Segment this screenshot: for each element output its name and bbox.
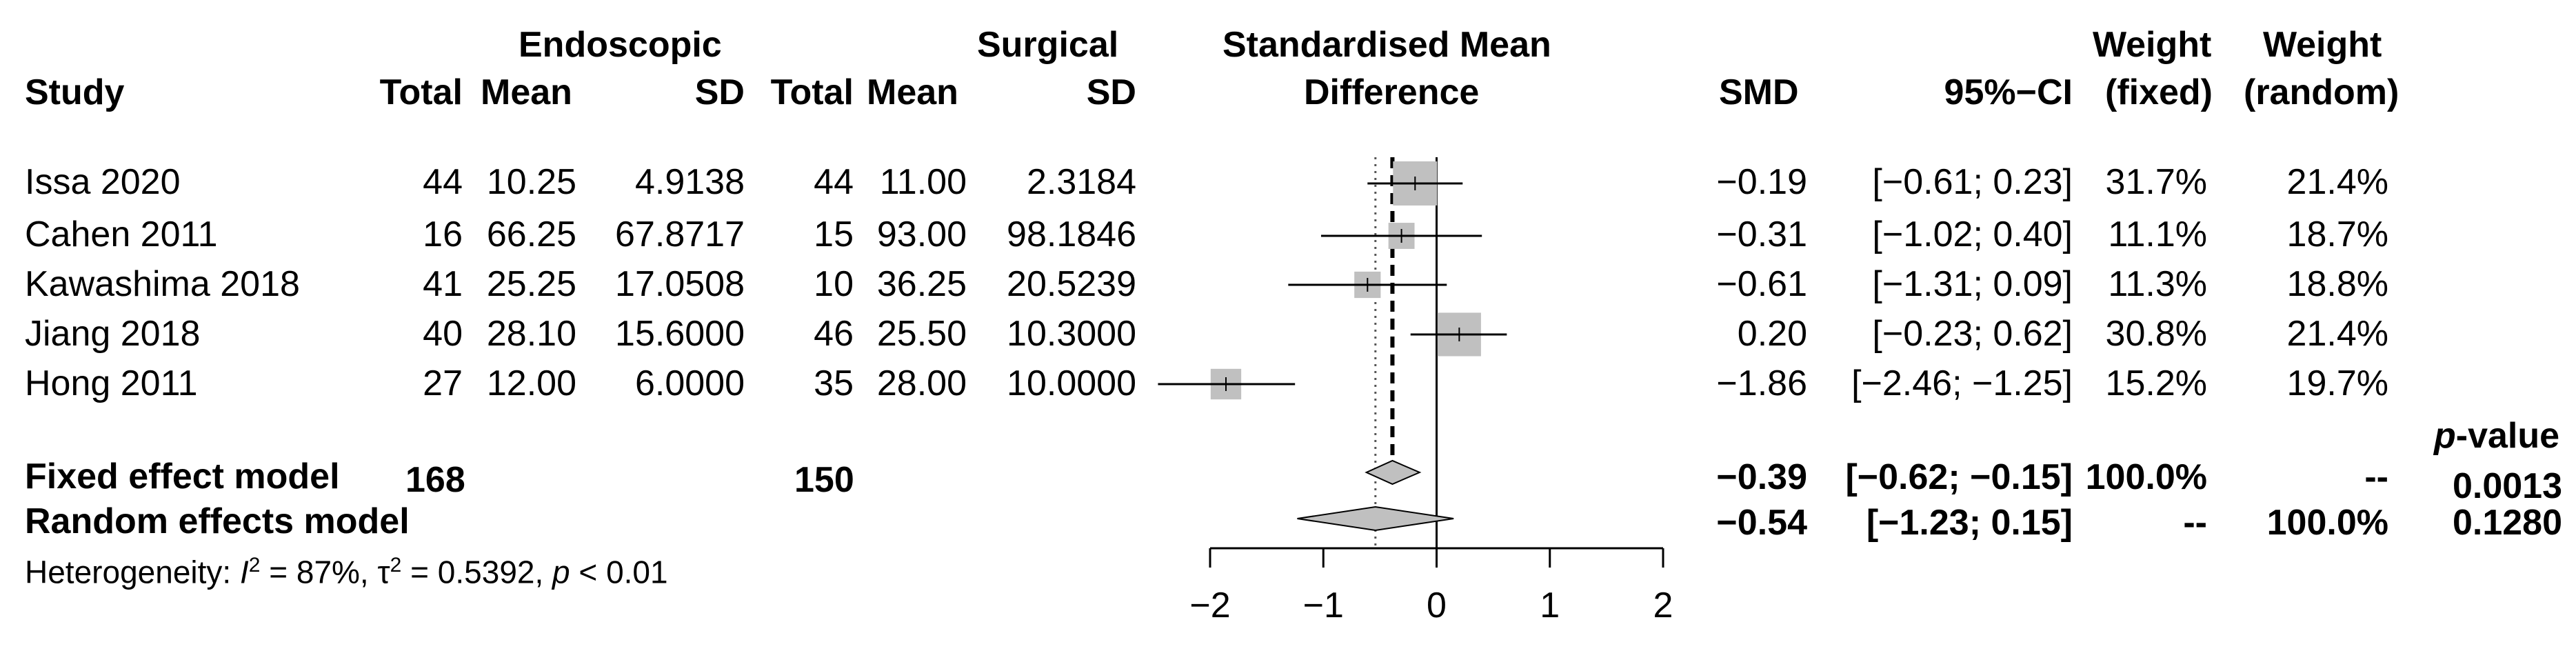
study-s-total: 35 — [814, 363, 854, 403]
study-s-mean: 36.25 — [876, 264, 967, 304]
study-smd: 0.20 — [1737, 314, 1807, 354]
header-weight-fixed-1: Weight — [2093, 25, 2212, 65]
random-model-pvalue: 0.1280 — [2452, 503, 2562, 543]
study-s-mean: 28.00 — [876, 363, 967, 403]
study-study-name: Cahen 2011 — [25, 214, 218, 254]
study-weight-fixed: 11.1% — [2108, 214, 2207, 254]
header-weight-random-1: Weight — [2263, 25, 2382, 65]
header-e-total: Total — [379, 72, 463, 112]
study-e-total: 40 — [423, 314, 463, 354]
header-ci: 95%−CI — [1944, 72, 2073, 112]
header-s-mean: Mean — [867, 72, 958, 112]
study-smd: −0.61 — [1716, 264, 1807, 304]
study-weight-fixed: 15.2% — [2105, 363, 2207, 403]
study-s-sd: 10.0000 — [1007, 363, 1136, 403]
study-s-total: 15 — [814, 214, 854, 254]
study-smd: −1.86 — [1716, 363, 1807, 403]
study-e-mean: 25.25 — [486, 264, 576, 304]
fixed-model-smd: −0.39 — [1716, 457, 1807, 497]
study-e-sd: 15.6000 — [615, 314, 745, 354]
study-e-mean: 12.00 — [486, 363, 576, 403]
study-weight-random: 18.8% — [2286, 264, 2388, 304]
header-e-sd: SD — [694, 72, 745, 112]
study-study-name: Issa 2020 — [25, 162, 181, 202]
study-e-mean: 28.10 — [486, 314, 576, 354]
study-e-sd: 67.8717 — [615, 214, 745, 254]
study-s-mean: 93.00 — [876, 214, 967, 254]
study-weight-fixed: 31.7% — [2105, 162, 2207, 202]
header-surgical: Surgical — [977, 25, 1119, 65]
header-s-total: Total — [770, 72, 854, 112]
study-s-total: 46 — [814, 314, 854, 354]
study-e-total: 16 — [423, 214, 463, 254]
header-fixed: (fixed) — [2105, 72, 2213, 112]
fixed-model-pvalue: 0.0013 — [2452, 466, 2562, 506]
random-effect-diamond — [1297, 505, 1454, 532]
x-axis-tick-label: −1 — [1303, 585, 1344, 625]
study-s-mean: 11.00 — [879, 162, 967, 202]
study-s-mean: 25.50 — [876, 314, 967, 354]
fixed-model-weight-fixed: 100.0% — [2085, 457, 2207, 497]
study-weight-random: 21.4% — [2286, 314, 2388, 354]
header-s-sd: SD — [1086, 72, 1136, 112]
study-s-sd: 2.3184 — [1026, 162, 1136, 202]
random-model-weight-fixed: -- — [2183, 503, 2207, 543]
study-s-sd: 20.5239 — [1007, 264, 1136, 304]
x-axis-tick-label: 1 — [1540, 585, 1560, 625]
random-model-ci: [−1.23; 0.15] — [1866, 503, 2073, 543]
study-ci: [−2.46; −1.25] — [1851, 363, 2073, 403]
fixed-effect-diamond — [1365, 459, 1422, 485]
fixed-model-label: Fixed effect model — [25, 457, 340, 497]
study-study-name: Jiang 2018 — [25, 314, 201, 354]
header-study: Study — [25, 72, 125, 112]
heterogeneity-text: Heterogeneity: I2 = 87%, τ2 = 0.5392, p … — [25, 554, 668, 590]
random-model-smd: −0.54 — [1716, 503, 1807, 543]
study-smd: −0.19 — [1716, 162, 1807, 202]
study-s-total: 10 — [814, 264, 854, 304]
fixed-model-e-total: 168 — [405, 460, 465, 500]
study-ci: [−1.31; 0.09] — [1872, 264, 2073, 304]
x-axis-tick-label: 0 — [1427, 585, 1447, 625]
fixed-model-s-total: 150 — [794, 460, 854, 500]
header-smd: SMD — [1719, 72, 1799, 112]
x-axis-tick-label: −2 — [1189, 585, 1230, 625]
study-weight-random: 18.7% — [2286, 214, 2388, 254]
random-model-weight-random: 100.0% — [2266, 503, 2388, 543]
study-study-name: Kawashima 2018 — [25, 264, 300, 304]
study-weight-fixed: 11.3% — [2108, 264, 2207, 304]
random-model-label: Random effects model — [25, 501, 410, 541]
study-weight-random: 21.4% — [2286, 162, 2388, 202]
study-ci: [−1.02; 0.40] — [1872, 214, 2073, 254]
fixed-model-ci: [−0.62; −0.15] — [1845, 457, 2073, 497]
study-e-sd: 6.0000 — [634, 363, 745, 403]
study-smd: −0.31 — [1716, 214, 1807, 254]
study-e-mean: 10.25 — [486, 162, 576, 202]
study-s-sd: 98.1846 — [1007, 214, 1136, 254]
study-e-total: 41 — [423, 264, 463, 304]
study-e-sd: 17.0508 — [615, 264, 745, 304]
study-study-name: Hong 2011 — [25, 363, 198, 403]
study-e-total: 27 — [423, 363, 463, 403]
study-s-total: 44 — [814, 162, 854, 202]
study-ci: [−0.23; 0.62] — [1872, 314, 2073, 354]
study-e-sd: 4.9138 — [634, 162, 745, 202]
study-ci: [−0.61; 0.23] — [1872, 162, 2073, 202]
header-pvalue: p-value — [2434, 416, 2560, 456]
header-endoscopic: Endoscopic — [519, 25, 722, 65]
fixed-model-weight-random: -- — [2364, 457, 2388, 497]
study-e-total: 44 — [423, 162, 463, 202]
study-s-sd: 10.3000 — [1007, 314, 1136, 354]
header-smd-title-1: Standardised Mean — [1222, 25, 1551, 65]
x-axis-tick-label: 2 — [1653, 585, 1673, 625]
header-random: (random) — [2244, 72, 2399, 112]
study-e-mean: 66.25 — [486, 214, 576, 254]
header-smd-title-2: Difference — [1304, 72, 1480, 112]
study-weight-fixed: 30.8% — [2105, 314, 2207, 354]
study-weight-random: 19.7% — [2286, 363, 2388, 403]
header-e-mean: Mean — [481, 72, 572, 112]
